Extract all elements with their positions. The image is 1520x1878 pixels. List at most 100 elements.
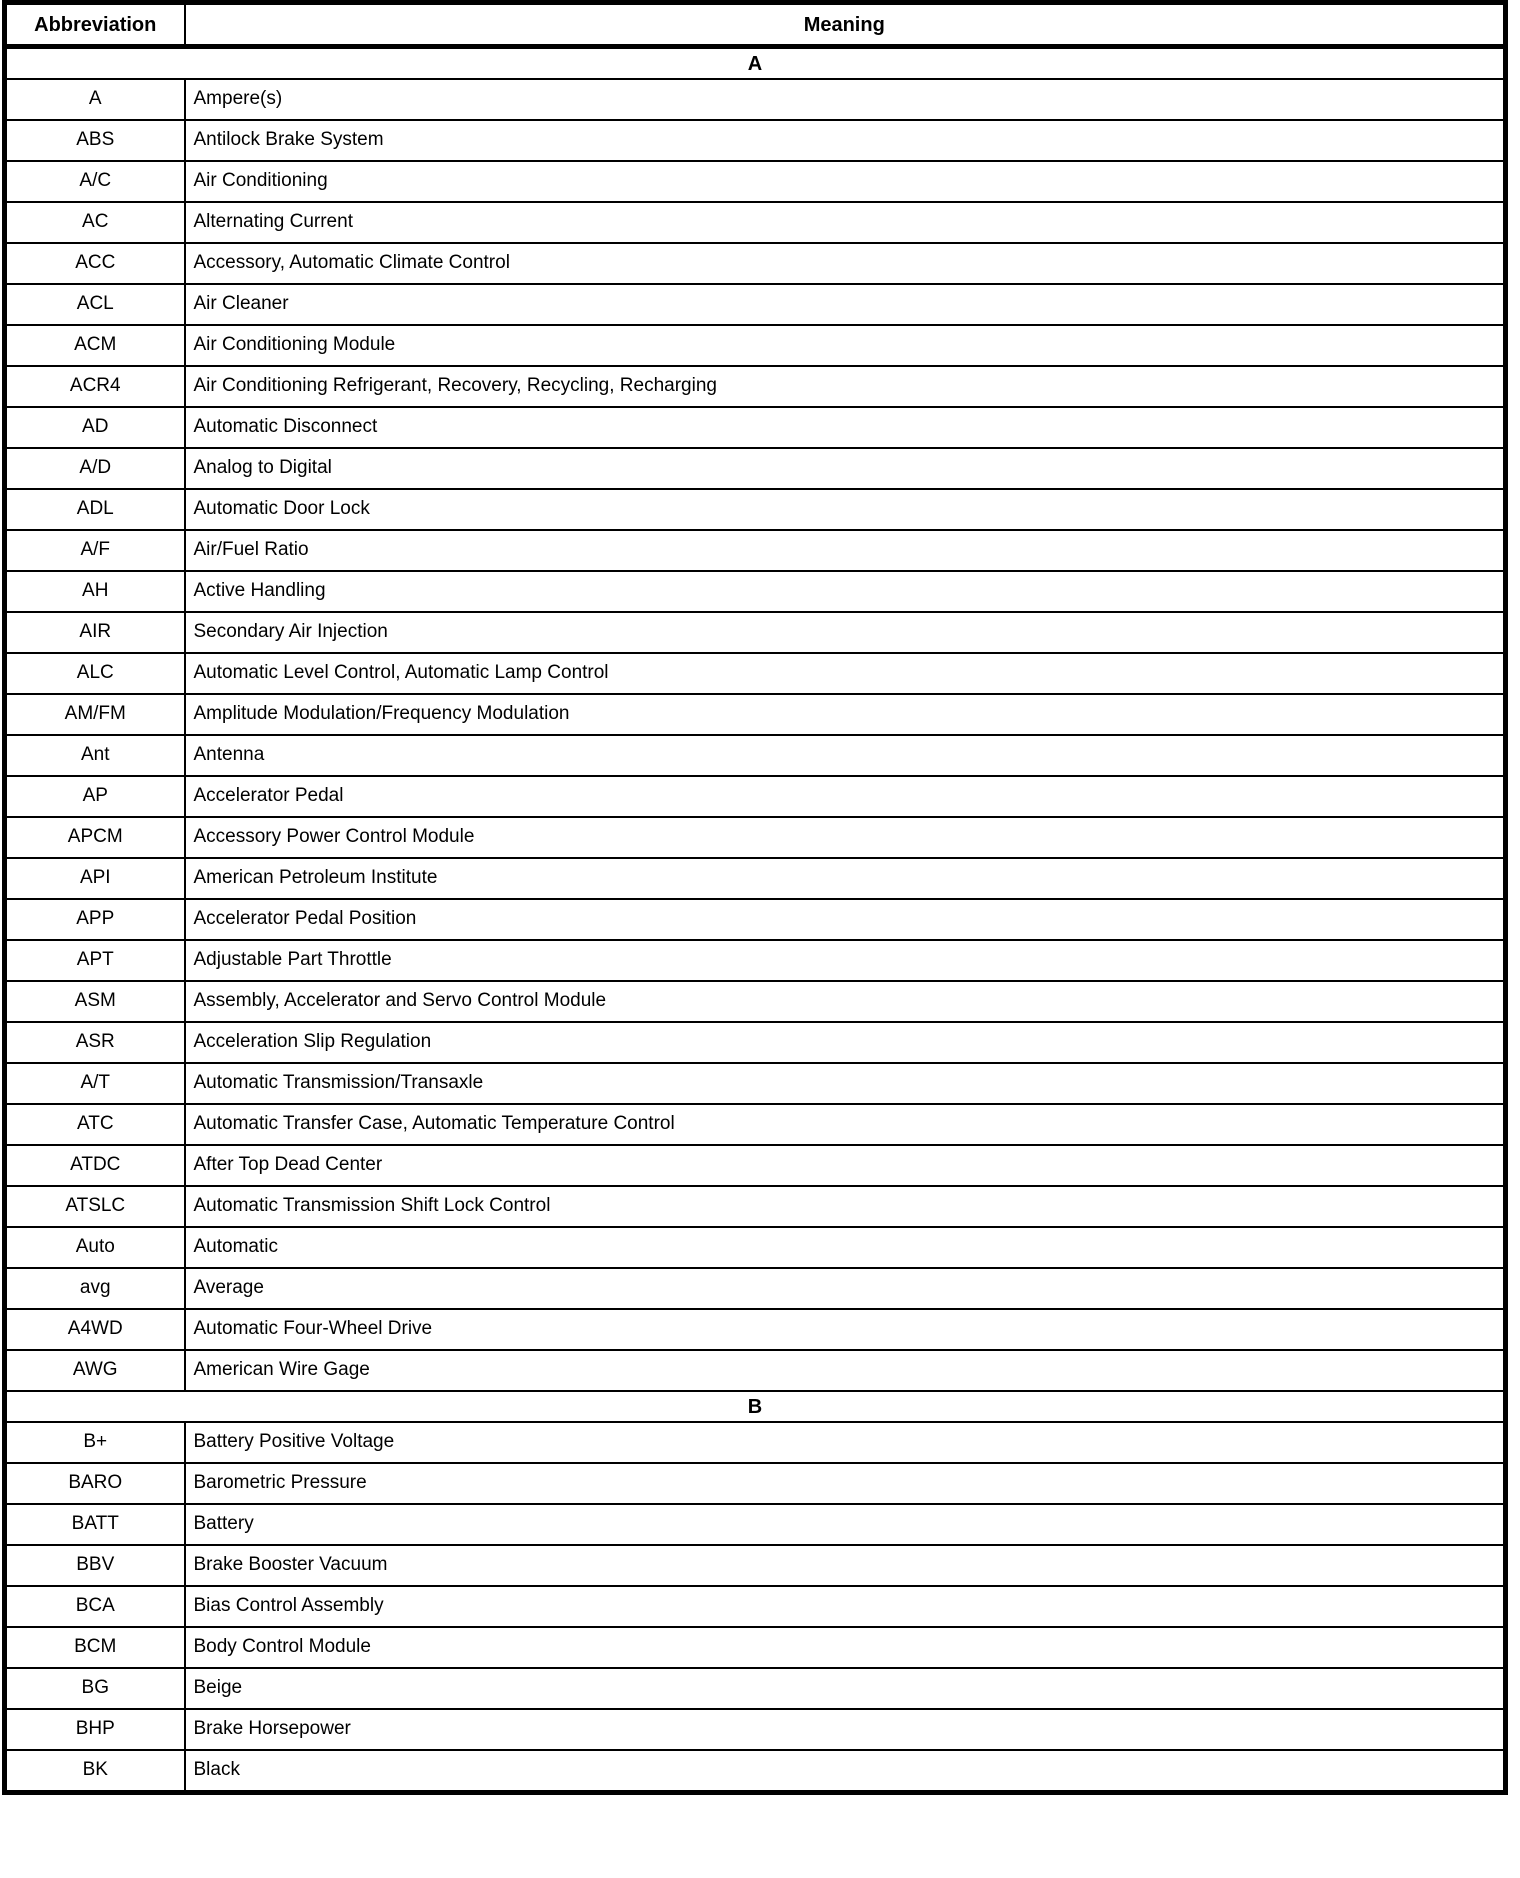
abbreviation-cell: ABS <box>3 119 186 162</box>
table-row: AC Alternating Current <box>3 201 1507 244</box>
table-row: ABS Antilock Brake System <box>3 119 1507 162</box>
meaning-cell: Air Conditioning Module <box>183 324 1507 367</box>
abbreviation-cell: A <box>3 78 186 121</box>
abbreviation-table: Abbreviation Meaning A A Ampere(s) ABS Antil… <box>2 0 1508 1795</box>
table-row: ADL Automatic Door Lock <box>3 488 1507 531</box>
table-row: A/C Air Conditioning <box>3 160 1507 203</box>
abbreviation-cell: ADL <box>3 488 186 531</box>
abbreviation-cell: BCM <box>3 1626 186 1669</box>
table-row: API American Petroleum Institute <box>3 857 1507 900</box>
meaning-cell: Automatic Disconnect <box>183 406 1507 449</box>
abbreviation-cell: AWG <box>3 1349 186 1392</box>
abbreviation-cell: A/D <box>3 447 186 490</box>
table-row: A/D Analog to Digital <box>3 447 1507 490</box>
table-row: A Ampere(s) <box>3 78 1507 121</box>
table-row: BATT Battery <box>3 1503 1507 1546</box>
meaning-cell: Bias Control Assembly <box>183 1585 1507 1628</box>
table-row: ATDC After Top Dead Center <box>3 1144 1507 1187</box>
meaning-cell: Automatic Transmission Shift Lock Contro… <box>183 1185 1507 1228</box>
abbreviation-cell: API <box>3 857 186 900</box>
meaning-cell: After Top Dead Center <box>183 1144 1507 1187</box>
abbreviation-cell: ACL <box>3 283 186 326</box>
meaning-cell: Automatic Transmission/Transaxle <box>183 1062 1507 1105</box>
abbreviation-cell: BBV <box>3 1544 186 1587</box>
meaning-column-header: Meaning <box>183 1 1507 49</box>
table-row: ACC Accessory, Automatic Climate Control <box>3 242 1507 285</box>
table-row: AM/FM Amplitude Modulation/Frequency Modu… <box>3 693 1507 736</box>
abbreviation-column-header: Abbreviation <box>3 1 186 49</box>
meaning-cell: Antenna <box>183 734 1507 777</box>
meaning-cell: Assembly, Accelerator and Servo Control … <box>183 980 1507 1023</box>
table-row: AWG American Wire Gage <box>3 1349 1507 1392</box>
meaning-cell: Air Cleaner <box>183 283 1507 326</box>
meaning-cell: Brake Booster Vacuum <box>183 1544 1507 1587</box>
meaning-cell: Automatic Door Lock <box>183 488 1507 531</box>
meaning-cell: Amplitude Modulation/Frequency Modulatio… <box>183 693 1507 736</box>
meaning-cell: Automatic Transfer Case, Automatic Tempe… <box>183 1103 1507 1146</box>
abbreviation-cell: A4WD <box>3 1308 186 1351</box>
abbreviation-cell: Ant <box>3 734 186 777</box>
table-row: Auto Automatic <box>3 1226 1507 1269</box>
meaning-cell: Average <box>183 1267 1507 1310</box>
abbreviation-cell: APCM <box>3 816 186 859</box>
abbreviation-cell: ASR <box>3 1021 186 1064</box>
abbreviation-cell: Auto <box>3 1226 186 1269</box>
abbreviation-cell: APT <box>3 939 186 982</box>
table-row: ASM Assembly, Accelerator and Servo Contr… <box>3 980 1507 1023</box>
meaning-cell: Air Conditioning <box>183 160 1507 203</box>
abbreviation-cell: ALC <box>3 652 186 695</box>
abbreviation-cell: BHP <box>3 1708 186 1751</box>
meaning-cell: Barometric Pressure <box>183 1462 1507 1505</box>
section-header-row: A <box>3 45 1507 80</box>
table-row: Ant Antenna <box>3 734 1507 777</box>
abbreviation-cell: ACC <box>3 242 186 285</box>
meaning-cell: Accessory, Automatic Climate Control <box>183 242 1507 285</box>
meaning-cell: Automatic Four-Wheel Drive <box>183 1308 1507 1351</box>
meaning-cell: Accelerator Pedal Position <box>183 898 1507 941</box>
abbreviation-cell: AH <box>3 570 186 613</box>
abbreviation-cell: B+ <box>3 1421 186 1464</box>
meaning-cell: Air/Fuel Ratio <box>183 529 1507 572</box>
meaning-cell: Beige <box>183 1667 1507 1710</box>
table-row: ATC Automatic Transfer Case, Automatic Te… <box>3 1103 1507 1146</box>
table-body: A A Ampere(s) ABS Antilock Brake System A/C Ai… <box>3 45 1507 1794</box>
header-row: Abbreviation Meaning <box>3 1 1507 49</box>
meaning-cell: Antilock Brake System <box>183 119 1507 162</box>
meaning-cell: Ampere(s) <box>183 78 1507 121</box>
abbreviation-cell: avg <box>3 1267 186 1310</box>
meaning-cell: Acceleration Slip Regulation <box>183 1021 1507 1064</box>
abbreviation-cell: ATSLC <box>3 1185 186 1228</box>
meaning-cell: Brake Horsepower <box>183 1708 1507 1751</box>
meaning-cell: Body Control Module <box>183 1626 1507 1669</box>
table-row: B+ Battery Positive Voltage <box>3 1421 1507 1464</box>
table-row: AD Automatic Disconnect <box>3 406 1507 449</box>
meaning-cell: Adjustable Part Throttle <box>183 939 1507 982</box>
table-row: ASR Acceleration Slip Regulation <box>3 1021 1507 1064</box>
table-row: BARO Barometric Pressure <box>3 1462 1507 1505</box>
abbreviation-cell: A/T <box>3 1062 186 1105</box>
meaning-cell: Battery <box>183 1503 1507 1546</box>
abbreviation-cell: ACM <box>3 324 186 367</box>
meaning-cell: Alternating Current <box>183 201 1507 244</box>
table-row: ACM Air Conditioning Module <box>3 324 1507 367</box>
abbreviation-cell: APP <box>3 898 186 941</box>
table-row: APCM Accessory Power Control Module <box>3 816 1507 859</box>
abbreviation-cell: A/C <box>3 160 186 203</box>
abbreviation-cell: BG <box>3 1667 186 1710</box>
meaning-cell: American Petroleum Institute <box>183 857 1507 900</box>
table-row: avg Average <box>3 1267 1507 1310</box>
meaning-cell: Secondary Air Injection <box>183 611 1507 654</box>
table-row: BCA Bias Control Assembly <box>3 1585 1507 1628</box>
abbreviation-cell: AM/FM <box>3 693 186 736</box>
table-row: BK Black <box>3 1749 1507 1794</box>
section-letter: B <box>3 1390 1507 1423</box>
table-header: Abbreviation Meaning <box>3 1 1507 49</box>
meaning-cell: Black <box>183 1749 1507 1794</box>
abbreviation-cell: AC <box>3 201 186 244</box>
section-letter: A <box>3 45 1507 80</box>
meaning-cell: Battery Positive Voltage <box>183 1421 1507 1464</box>
section-header-row: B <box>3 1390 1507 1423</box>
table-row: ATSLC Automatic Transmission Shift Lock C… <box>3 1185 1507 1228</box>
abbreviation-cell: BATT <box>3 1503 186 1546</box>
table-row: A/T Automatic Transmission/Transaxle <box>3 1062 1507 1105</box>
